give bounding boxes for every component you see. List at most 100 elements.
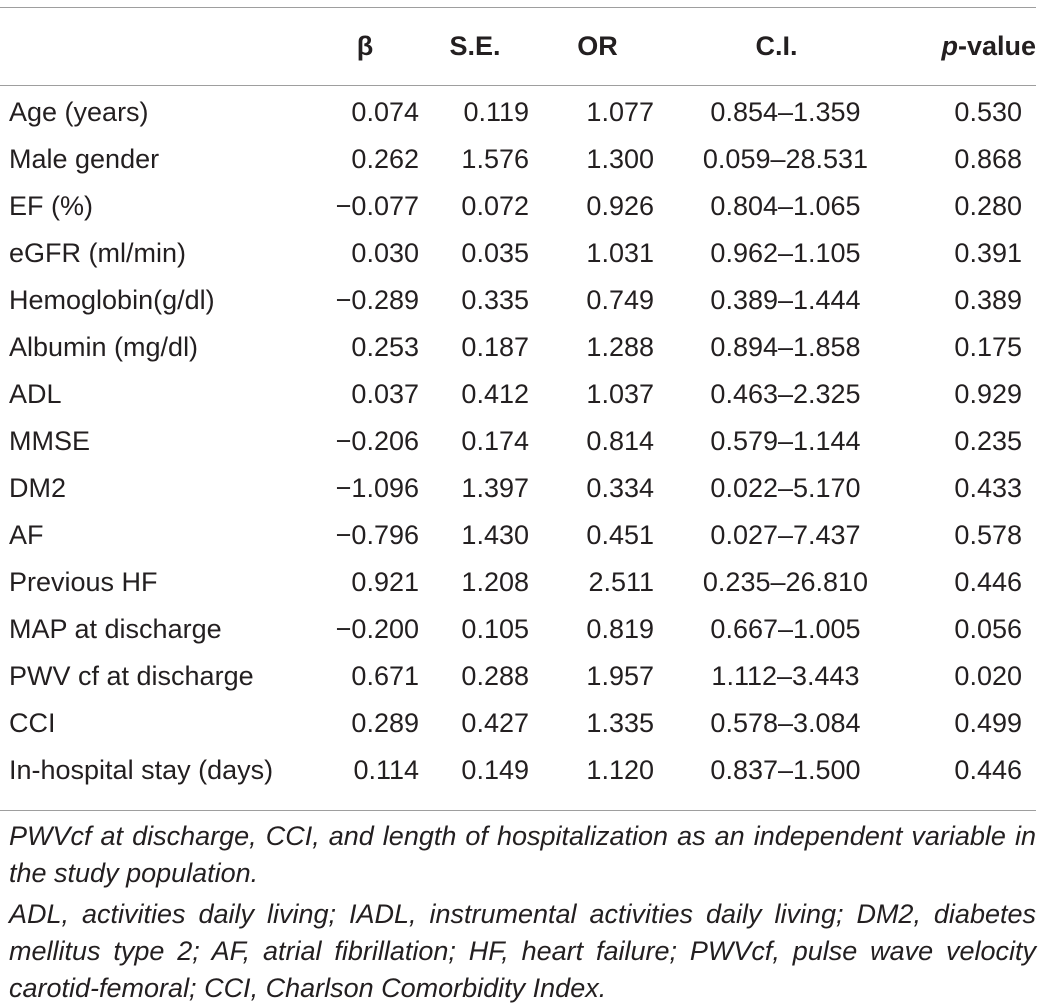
table-header-rule	[0, 85, 1036, 86]
regression-table: β S.E. OR C.I. p-value Age (years) 0.074 0…	[0, 8, 1036, 794]
cell-variable: Albumin (mg/dl)	[9, 332, 199, 362]
cell-p-value: 0.391	[954, 238, 1022, 268]
table-row: PWV cf at discharge 0.671 0.288 1.957 1.112–…	[0, 653, 1036, 700]
cell-se: 0.427	[461, 708, 529, 738]
cell-or: 1.300	[586, 144, 654, 174]
cell-se: 0.149	[461, 755, 529, 785]
cell-variable: eGFR (ml/min)	[9, 238, 186, 268]
table-row: Albumin (mg/dl) 0.253 0.187 1.288 0.894–1.85…	[0, 324, 1036, 371]
header-p-suffix: -value	[957, 31, 1036, 61]
cell-or: 1.077	[586, 97, 654, 127]
cell-p-value: 0.578	[954, 520, 1022, 550]
cell-or: 0.451	[586, 520, 654, 550]
cell-se: 0.119	[463, 97, 529, 127]
cell-beta: −0.200	[335, 614, 419, 644]
cell-se: 0.035	[461, 238, 529, 268]
cell-variable: EF (%)	[9, 191, 93, 221]
cell-ci: 0.667–1.005	[710, 614, 861, 644]
cell-p-value: 0.929	[954, 379, 1022, 409]
table-row: MMSE −0.206 0.174 0.814 0.579–1.144 0.235	[0, 418, 1036, 465]
table-row: In-hospital stay (days) 0.114 0.149 1.120 0.…	[0, 747, 1036, 794]
cell-beta: −0.796	[335, 520, 419, 550]
cell-or: 0.334	[586, 473, 654, 503]
cell-p-value: 0.446	[954, 567, 1022, 597]
cell-beta: −1.096	[335, 473, 419, 503]
cell-ci: 0.578–3.084	[710, 708, 861, 738]
cell-ci: 0.854–1.359	[710, 97, 861, 127]
header-ci: C.I.	[755, 31, 798, 61]
table-header: β S.E. OR C.I. p-value	[0, 8, 1036, 85]
cell-or: 0.819	[586, 614, 654, 644]
cell-variable: Age (years)	[9, 97, 149, 127]
table-row: Hemoglobin(g/dl) −0.289 0.335 0.749 0.389–1.…	[0, 277, 1036, 324]
table-row: Previous HF 0.921 1.208 2.511 0.235–26.810 0.…	[0, 559, 1036, 606]
header-or: OR	[577, 31, 618, 61]
cell-or: 0.926	[586, 191, 654, 221]
cell-se: 1.397	[461, 473, 529, 503]
header-beta: β	[356, 31, 374, 61]
table-bottom-rule	[0, 810, 1036, 811]
cell-se: 0.288	[461, 661, 529, 691]
cell-ci: 1.112–3.443	[711, 661, 860, 691]
cell-beta: 0.074	[351, 97, 419, 127]
cell-p-value: 0.056	[954, 614, 1022, 644]
header-variable	[0, 8, 290, 85]
cell-ci: 0.463–2.325	[710, 379, 861, 409]
cell-beta: 0.030	[351, 238, 419, 268]
cell-se: 1.576	[461, 144, 529, 174]
cell-ci: 0.894–1.858	[710, 332, 861, 362]
cell-variable: Male gender	[9, 144, 160, 174]
cell-se: 0.105	[461, 614, 529, 644]
cell-variable: MAP at discharge	[9, 614, 222, 644]
cell-p-value: 0.020	[954, 661, 1022, 691]
cell-se: 0.174	[461, 426, 529, 456]
cell-variable: AF	[9, 520, 44, 550]
table-row: Age (years) 0.074 0.119 1.077 0.854–1.359 0.5…	[0, 85, 1036, 136]
cell-p-value: 0.530	[954, 97, 1022, 127]
cell-variable: Hemoglobin(g/dl)	[9, 285, 215, 315]
cell-se: 0.335	[461, 285, 529, 315]
cell-p-value: 0.868	[954, 144, 1022, 174]
cell-se: 1.430	[461, 520, 529, 550]
cell-p-value: 0.389	[954, 285, 1022, 315]
cell-variable: In-hospital stay (days)	[9, 755, 274, 785]
cell-beta: −0.077	[335, 191, 419, 221]
table-row: DM2 −1.096 1.397 0.334 0.022–5.170 0.433	[0, 465, 1036, 512]
table-row: AF −0.796 1.430 0.451 0.027–7.437 0.578	[0, 512, 1036, 559]
cell-variable: Previous HF	[9, 567, 158, 597]
cell-ci: 0.022–5.170	[710, 473, 861, 503]
cell-ci: 0.837–1.500	[710, 755, 861, 785]
cell-variable: ADL	[9, 379, 62, 409]
cell-variable: CCI	[9, 708, 56, 738]
cell-p-value: 0.499	[954, 708, 1022, 738]
cell-or: 1.335	[586, 708, 654, 738]
cell-variable: DM2	[9, 473, 67, 503]
cell-p-value: 0.433	[954, 473, 1022, 503]
cell-ci: 0.579–1.144	[710, 426, 861, 456]
cell-or: 2.511	[588, 567, 654, 597]
cell-or: 0.749	[586, 285, 654, 315]
header-row: β S.E. OR C.I. p-value	[0, 8, 1036, 85]
cell-beta: 0.037	[351, 379, 419, 409]
cell-or: 1.037	[586, 379, 654, 409]
cell-or: 1.957	[586, 661, 654, 691]
cell-p-value: 0.280	[954, 191, 1022, 221]
table-body: Age (years) 0.074 0.119 1.077 0.854–1.359 0.5…	[0, 85, 1036, 794]
table-row: ADL 0.037 0.412 1.037 0.463–2.325 0.929	[0, 371, 1036, 418]
cell-ci: 0.389–1.444	[710, 285, 861, 315]
table-row: eGFR (ml/min) 0.030 0.035 1.031 0.962–1.105 0…	[0, 230, 1036, 277]
header-p-italic: p	[941, 31, 958, 61]
table-caption-footnote: PWVcf at discharge, CCI, and length of h…	[9, 821, 1036, 888]
header-p-value: p-value	[898, 8, 1036, 85]
cell-beta: 0.253	[351, 332, 419, 362]
cell-se: 0.187	[461, 332, 529, 362]
cell-beta: 0.921	[351, 567, 419, 597]
table-top-rule	[0, 7, 1036, 8]
cell-variable: MMSE	[9, 426, 90, 456]
cell-or: 1.288	[586, 332, 654, 362]
cell-beta: 0.262	[351, 144, 419, 174]
cell-se: 1.208	[461, 567, 529, 597]
cell-beta: 0.671	[351, 661, 419, 691]
cell-ci: 0.962–1.105	[710, 238, 861, 268]
